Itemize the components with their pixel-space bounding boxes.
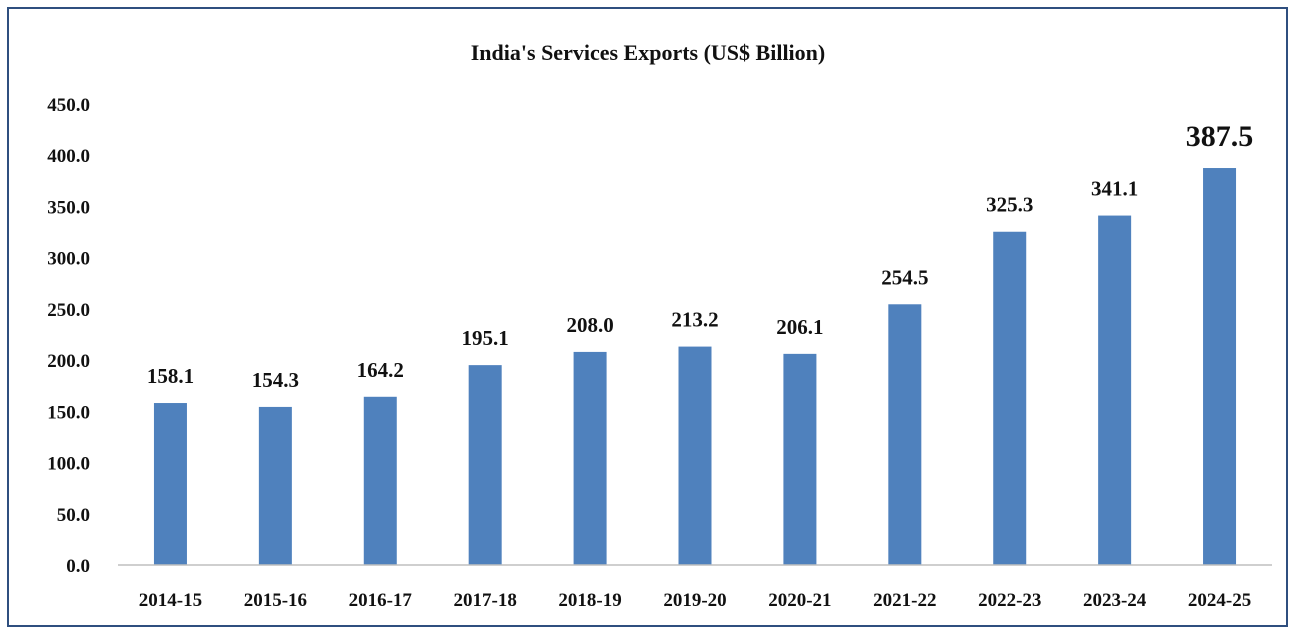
data-label: 254.5 xyxy=(881,265,928,289)
data-label: 206.1 xyxy=(776,315,823,339)
bars xyxy=(153,168,1237,565)
bar xyxy=(258,406,292,565)
data-label: 341.1 xyxy=(1091,177,1138,201)
bar xyxy=(888,304,922,565)
data-label: 195.1 xyxy=(462,326,509,350)
chart-frame xyxy=(7,7,1288,627)
bar xyxy=(573,351,607,565)
x-tick-label: 2023-24 xyxy=(1083,590,1147,611)
y-tick-label: 350.0 xyxy=(47,197,90,218)
bar xyxy=(993,231,1027,565)
y-tick-label: 0.0 xyxy=(66,556,90,577)
y-tick-label: 450.0 xyxy=(47,95,90,116)
bar xyxy=(678,346,712,565)
bar xyxy=(468,365,502,565)
bar xyxy=(153,403,187,565)
data-label: 387.5 xyxy=(1186,120,1254,153)
x-tick-label: 2015-16 xyxy=(244,590,307,611)
x-tick-label: 2021-22 xyxy=(873,590,936,611)
x-tick-label: 2016-17 xyxy=(349,590,413,611)
y-axis: 0.0 50.0 100.0 150.0 200.0 250.0 300.0 350.0 400… xyxy=(47,95,90,577)
data-label: 208.0 xyxy=(566,313,613,337)
y-tick-label: 250.0 xyxy=(47,300,90,321)
chart-title: India's Services Exports (US$ Billion) xyxy=(471,40,825,65)
x-tick-label: 2024-25 xyxy=(1188,590,1251,611)
bar xyxy=(363,396,397,565)
x-tick-label: 2014-15 xyxy=(139,590,202,611)
x-tick-label: 2019-20 xyxy=(663,590,726,611)
data-label: 154.3 xyxy=(252,368,299,392)
bar xyxy=(1203,168,1237,565)
bar xyxy=(783,353,817,565)
bar-labels: 158.1 154.3 164.2 195.1 208.0 213.2 206.1 254.5… xyxy=(147,120,1253,392)
y-tick-label: 300.0 xyxy=(47,249,90,270)
x-axis: 2014-15 2015-16 2016-17 2017-18 2018-19 2019-… xyxy=(118,564,1272,611)
x-tick-label: 2020-21 xyxy=(768,590,831,611)
x-tick-label: 2018-19 xyxy=(558,590,621,611)
y-tick-label: 400.0 xyxy=(47,146,90,167)
y-tick-label: 150.0 xyxy=(47,402,90,423)
x-tick-label: 2017-18 xyxy=(454,590,517,611)
y-tick-label: 200.0 xyxy=(47,351,90,372)
data-label: 325.3 xyxy=(986,193,1033,217)
data-label: 158.1 xyxy=(147,364,194,388)
y-tick-label: 50.0 xyxy=(57,505,90,526)
data-label: 213.2 xyxy=(671,308,718,332)
data-label: 164.2 xyxy=(357,358,404,382)
y-tick-label: 100.0 xyxy=(47,454,90,475)
x-tick-label: 2022-23 xyxy=(978,590,1041,611)
bar xyxy=(1098,215,1132,565)
